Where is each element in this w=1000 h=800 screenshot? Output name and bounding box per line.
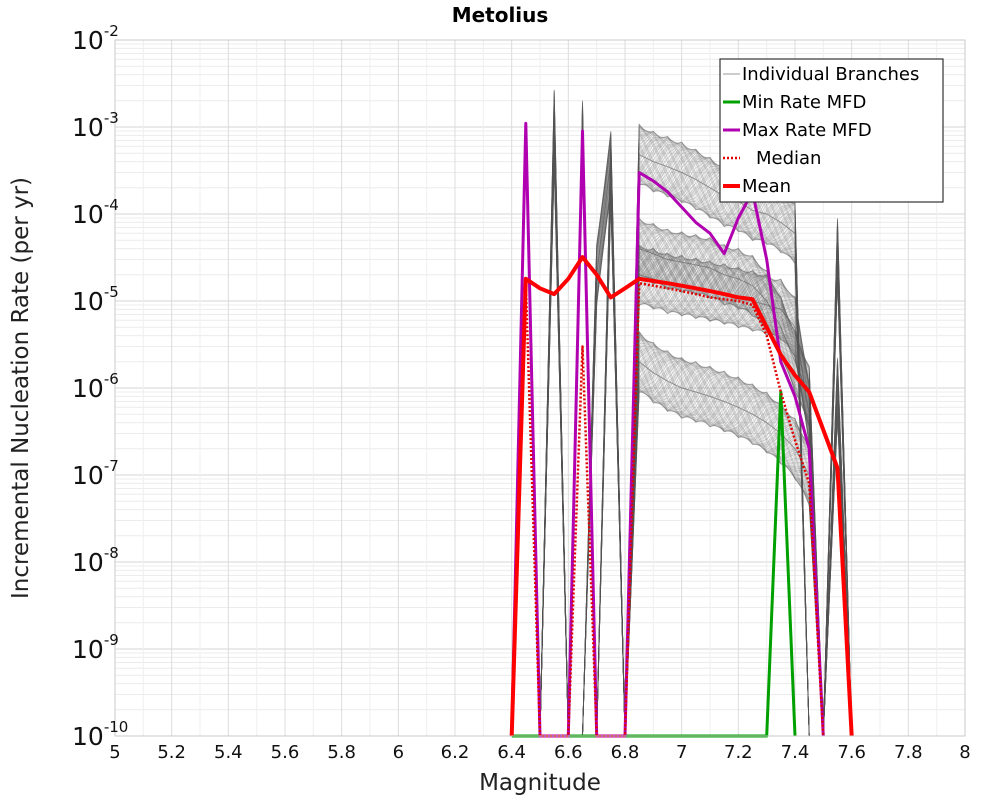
plot-frame (114, 39, 966, 737)
legend-label: Max Rate MFD (742, 120, 872, 141)
x-tick-label: 8 (959, 742, 970, 763)
y-tick-label: 10-6 (72, 370, 119, 403)
y-tick-label: 10-2 (72, 22, 119, 55)
x-tick-label: 6 (393, 742, 404, 763)
x-tick-label: 7 (676, 742, 687, 763)
x-tick-label: 6.2 (441, 742, 470, 763)
x-tick-label: 6.6 (554, 742, 583, 763)
chart-title: Metolius (452, 3, 549, 27)
x-tick-label: 5.4 (214, 742, 243, 763)
y-axis-label: Incremental Nucleation Rate (per yr) (8, 177, 34, 599)
x-tick-label: 5 (109, 742, 120, 763)
x-tick-label: 7.4 (781, 742, 810, 763)
x-tick-label: 5.2 (157, 742, 186, 763)
legend: Individual Branches Min Rate MFD Max Rate … (719, 58, 944, 203)
mean-line (509, 255, 854, 737)
x-tick-label: 5.8 (327, 742, 356, 763)
legend-label: Median (756, 148, 821, 169)
y-tick-label: 10-4 (72, 196, 119, 229)
x-tick-label: 7.2 (724, 742, 753, 763)
x-tick-label: 6.4 (497, 742, 526, 763)
legend-label: Min Rate MFD (742, 92, 866, 113)
legend-label: Mean (742, 176, 791, 197)
y-tick-label: 10-8 (72, 544, 119, 577)
x-tick-label: 6.8 (611, 742, 640, 763)
legend-label: Individual Branches (742, 64, 919, 85)
x-axis-label: Magnitude (479, 770, 601, 796)
x-tick-label: 7.6 (837, 742, 866, 763)
x-tick-label: 5.6 (271, 742, 300, 763)
legend-box (719, 58, 944, 203)
x-axis-ticks: 5 5.2 5.4 5.6 5.8 6 6.2 6.4 6.6 6.8 7 7.2 7.4 7.6 7.8 8 (109, 742, 970, 763)
x-tick-label: 7.8 (894, 742, 923, 763)
